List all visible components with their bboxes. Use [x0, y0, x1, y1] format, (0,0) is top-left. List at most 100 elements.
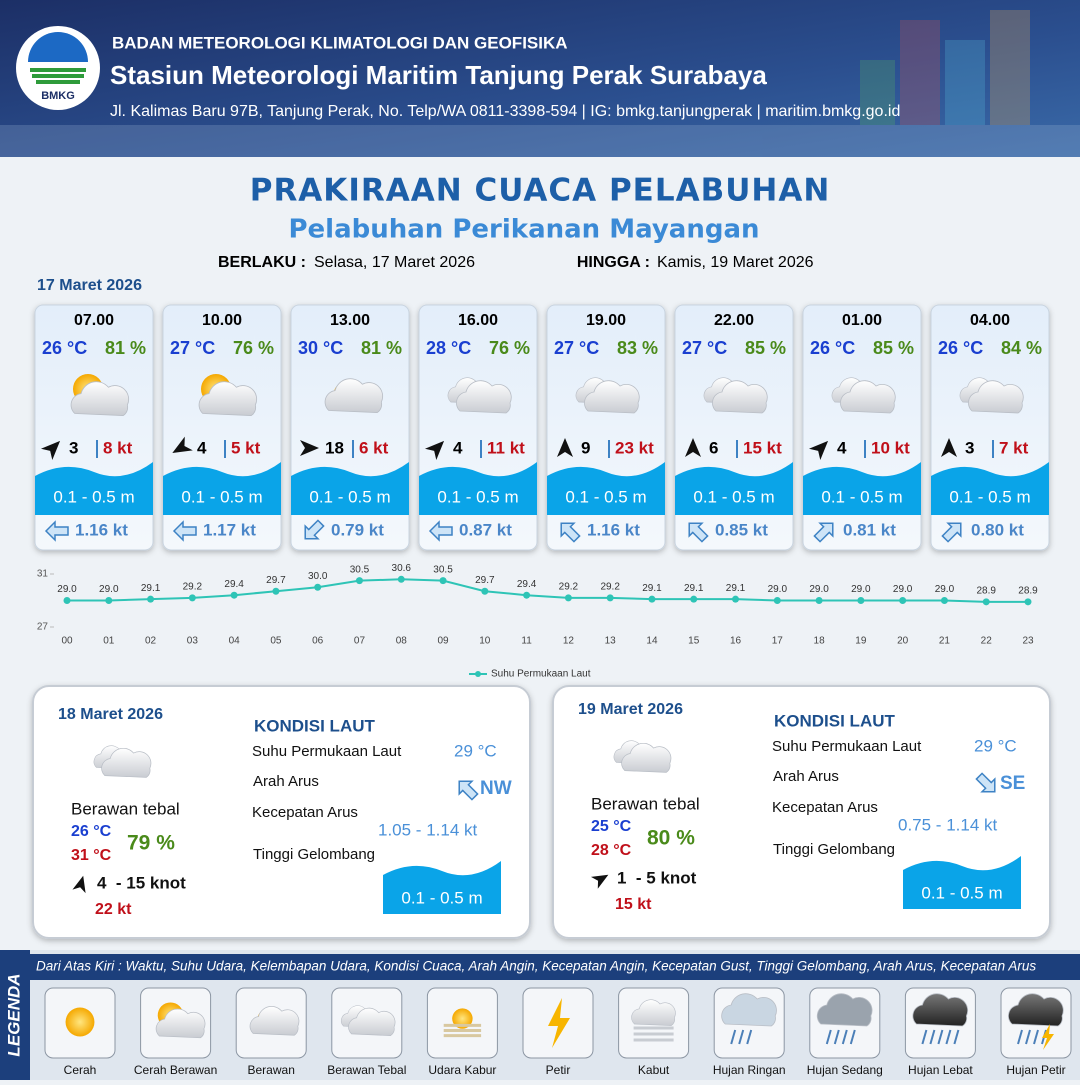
- date: 18 Maret 2026: [58, 706, 163, 723]
- data-label: 30.5: [433, 564, 453, 575]
- wave-height: 0.1 - 0.5 m: [309, 487, 390, 506]
- forecast-card: 10.00 27 °C 76 % 4 5 kt 0.1 - 0.5 m 1.17 kt: [162, 304, 282, 551]
- data-label: 29.7: [475, 575, 495, 586]
- cloud: [621, 742, 672, 773]
- x-tick-label: 13: [605, 636, 617, 647]
- legend-side: [0, 950, 30, 1080]
- humidity: 85 %: [745, 338, 786, 358]
- data-label: 30.6: [392, 563, 412, 574]
- current-speed: 1.17 kt: [203, 520, 256, 539]
- temperature: 26 °C: [42, 338, 87, 358]
- data-label: 29.2: [600, 581, 620, 592]
- gust: 6 kt: [359, 438, 389, 457]
- rain-drop: [738, 1029, 745, 1045]
- wind-speed: 4: [837, 438, 847, 457]
- humidity: 81 %: [105, 338, 146, 358]
- temp-max: 28 °C: [591, 842, 632, 859]
- legend-label: Hujan Petir: [1006, 1063, 1065, 1077]
- sst: 29 °C: [454, 741, 497, 760]
- current-arrow: [172, 520, 197, 542]
- rain-drop: [921, 1029, 928, 1045]
- legend-item: Cerah Berawan: [134, 987, 217, 1077]
- data-label: 28.9: [976, 585, 996, 596]
- current-arrow: [44, 520, 69, 542]
- legend-item: Berawan Tebal: [327, 987, 406, 1077]
- x-tick-label: 01: [103, 636, 115, 647]
- data-label: 29.0: [768, 584, 788, 595]
- current-arrow: [688, 522, 709, 543]
- cloud-shape: [840, 380, 896, 414]
- wind-arrow: [72, 875, 86, 894]
- y-tick-label: 31: [37, 569, 49, 580]
- data-point: [355, 577, 363, 585]
- cloud-shape: [721, 993, 777, 1027]
- temp-min: 26 °C: [71, 823, 112, 840]
- temperature: 27 °C: [682, 338, 727, 358]
- forecast-card: 19.00 27 °C 83 % 9 23 kt 0.1 - 0.5 m 1.16 kt: [546, 304, 666, 551]
- data-point: [1024, 598, 1032, 606]
- cloud: [456, 380, 512, 414]
- cloud: [816, 993, 873, 1027]
- wave: [419, 462, 537, 515]
- current-speed: 0.87 kt: [459, 520, 512, 539]
- current-arrow: [304, 519, 325, 540]
- forecast-card: 13.00 30 °C 81 % 18 6 kt 0.1 - 0.5 m 0.79 kt: [290, 304, 410, 551]
- forecast-cards: 07.00 26 °C 81 % 3 8 kt 0.1 - 0.5 m 1.16 kt 10.…: [34, 304, 1050, 551]
- x-tick-label: 17: [772, 636, 784, 647]
- x-tick-label: 11: [521, 636, 532, 647]
- wind: 1 - 5 knot: [617, 868, 697, 887]
- current-arrow: [941, 522, 962, 543]
- wave-height: 0.1 - 0.5 m: [565, 487, 646, 506]
- data-label: 29.1: [684, 583, 704, 594]
- rain-drop: [849, 1029, 856, 1045]
- cloud: [324, 378, 384, 414]
- x-tick-label: 19: [855, 636, 867, 647]
- wave: [35, 462, 153, 515]
- cloud: [101, 747, 152, 778]
- data-point: [606, 594, 614, 602]
- wave: [291, 462, 409, 515]
- legend-label: Cerah Berawan: [134, 1063, 217, 1077]
- current-dir: NW: [480, 778, 512, 799]
- current-speed-label: Kecepatan Arus: [252, 804, 358, 821]
- gust: 7 kt: [999, 438, 1029, 457]
- wind: 4 - 15 knot: [97, 873, 186, 892]
- temp-min: 25 °C: [591, 818, 632, 835]
- gust: 15 kt: [615, 896, 652, 913]
- rain-drop: [929, 1029, 936, 1045]
- humidity: 79 %: [127, 832, 175, 855]
- gust: 10 kt: [871, 438, 910, 457]
- cloud: [584, 380, 640, 414]
- cloud-shape: [198, 381, 258, 417]
- cloud: [721, 993, 777, 1027]
- wind-speed: 18: [325, 438, 344, 457]
- data-point: [648, 595, 656, 603]
- y-tick-label: 27: [37, 622, 49, 633]
- humidity: 84 %: [1001, 338, 1042, 358]
- x-tick-label: 04: [229, 636, 241, 647]
- gust: 22 kt: [95, 901, 132, 918]
- gust: 5 kt: [231, 438, 261, 457]
- cloud: [968, 380, 1024, 414]
- wind-speed: 4: [197, 438, 207, 457]
- x-tick-label: 22: [981, 636, 993, 647]
- time: 07.00: [74, 312, 114, 329]
- cloud-shape: [912, 993, 969, 1027]
- x-tick-label: 02: [145, 636, 157, 647]
- sun: [65, 1007, 95, 1037]
- x-tick-label: 10: [479, 636, 491, 647]
- subtitle: Pelabuhan Perikanan Mayangan: [288, 215, 759, 245]
- cloud: [912, 993, 969, 1027]
- legend-title: LEGENDA: [4, 973, 23, 1056]
- data-label: 29.2: [559, 581, 579, 592]
- logo-emblem: [28, 32, 88, 62]
- data-point: [147, 595, 155, 603]
- current-speed: 1.16 kt: [75, 520, 128, 539]
- data-point: [439, 577, 447, 585]
- time: 16.00: [458, 312, 498, 329]
- current-speed: 0.85 kt: [715, 520, 768, 539]
- forecast-card: 01.00 26 °C 85 % 4 10 kt 0.1 - 0.5 m 0.81 kt: [802, 304, 922, 551]
- time: 13.00: [330, 312, 370, 329]
- x-tick-label: 16: [730, 636, 742, 647]
- outlook-panel: 18 Maret 2026 Berawan tebal 26 °C 31 °C 79 %…: [32, 685, 531, 939]
